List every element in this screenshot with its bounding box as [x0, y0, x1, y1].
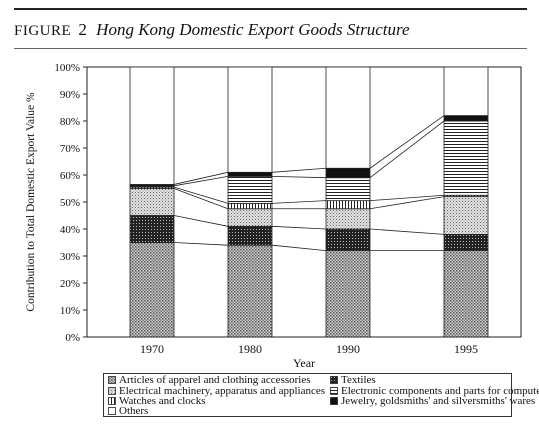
connector-line	[173, 171, 229, 185]
legend-label: Textiles	[341, 374, 376, 386]
bar-segment	[443, 250, 489, 338]
bar-segment	[129, 66, 175, 185]
legend-item: Jewelry, goldsmiths' and silversmiths' w…	[330, 396, 535, 407]
y-axis-label: Contribution to Total Domestic Export Va…	[25, 92, 37, 312]
connector-line	[369, 120, 445, 179]
bar-segment	[129, 215, 175, 243]
bar-segment	[325, 228, 371, 252]
bar-segment	[325, 66, 371, 169]
legend-label: Others	[119, 405, 149, 417]
bar-segment	[129, 242, 175, 338]
legend-label: Electronic components and parts for comp…	[341, 384, 539, 397]
connector-line	[173, 186, 229, 204]
legend-swatch	[108, 407, 116, 416]
connector-line	[271, 167, 327, 173]
connector-line	[369, 194, 445, 202]
bar-segment	[325, 177, 371, 202]
bar-segment	[443, 196, 489, 235]
legend-swatch	[330, 376, 338, 385]
y-tick-label: 30%	[60, 251, 80, 263]
bar-segment	[443, 66, 489, 116]
connector-line	[369, 196, 445, 210]
connector-line	[173, 242, 229, 246]
bar-segment	[325, 208, 371, 230]
bar-segment	[443, 233, 489, 251]
y-tick-label: 40%	[60, 224, 80, 236]
connector-line	[173, 175, 229, 187]
legend-swatch	[330, 386, 338, 395]
y-tick-label: 90%	[60, 89, 80, 101]
y-tick-label: 0%	[65, 332, 80, 344]
legend-item: Electronic components and parts for comp…	[330, 384, 539, 397]
connector-line	[369, 115, 445, 169]
y-tick-label: 80%	[60, 116, 80, 128]
connector-line	[271, 200, 327, 204]
bar-segment	[129, 188, 175, 216]
connector-line	[271, 175, 327, 179]
bar-segment	[325, 167, 371, 179]
chart-legend: Articles of apparel and clothing accesso…	[103, 373, 539, 417]
bar-segment	[443, 120, 489, 196]
legend-item: Electrical machinery, apparatus and appl…	[108, 384, 326, 397]
legend-item: Articles of apparel and clothing accesso…	[108, 375, 311, 386]
x-axis-label: Year	[293, 356, 315, 370]
legend-swatch	[108, 376, 116, 385]
legend-label: Electrical machinery, apparatus and appl…	[119, 384, 326, 397]
top-rule	[14, 8, 527, 10]
x-tick-label: 1995	[454, 342, 478, 356]
x-tick-label: 1970	[140, 342, 164, 356]
y-tick-label: 100%	[54, 62, 80, 74]
legend-item: Others	[108, 406, 148, 417]
connector-line	[369, 228, 445, 235]
connector-line	[271, 225, 327, 230]
legend-item: Textiles	[330, 375, 376, 386]
bar-segment	[227, 208, 273, 227]
legend-swatch	[330, 397, 338, 406]
bar-segment	[227, 244, 273, 338]
bar-segment	[325, 200, 371, 210]
y-tick-label: 70%	[60, 143, 80, 155]
figure-caption: FIGURE 2 Hong Kong Domestic Export Goods…	[14, 20, 410, 40]
bar-segment	[443, 115, 489, 122]
bar-segment	[227, 175, 273, 204]
x-tick-label: 1980	[238, 342, 262, 356]
y-tick-label: 20%	[60, 278, 80, 290]
legend-swatch	[108, 397, 116, 406]
x-tick-label: 1990	[336, 342, 360, 356]
y-tick-label: 50%	[60, 197, 80, 209]
figure-label: FIGURE	[14, 23, 72, 39]
bar-segment	[227, 66, 273, 173]
legend-label: Articles of apparel and clothing accesso…	[119, 374, 311, 386]
connector-line	[173, 188, 229, 210]
connector-line	[173, 215, 229, 227]
figure-number: 2	[78, 20, 87, 39]
legend-label: Jewelry, goldsmiths' and silversmiths' w…	[341, 395, 536, 407]
figure-title: Hong Kong Domestic Export Goods Structur…	[96, 20, 410, 39]
caption-rule	[14, 48, 527, 49]
y-tick-label: 60%	[60, 170, 80, 182]
bar-segment	[325, 250, 371, 338]
legend-item: Watches and clocks	[108, 396, 205, 407]
legend-swatch	[108, 386, 116, 395]
connector-line	[271, 244, 327, 251]
bar-segment	[227, 171, 273, 177]
bar-segment	[227, 202, 273, 210]
y-tick-label: 10%	[60, 305, 80, 317]
legend-label: Watches and clocks	[119, 395, 206, 407]
bar-segment	[227, 225, 273, 246]
